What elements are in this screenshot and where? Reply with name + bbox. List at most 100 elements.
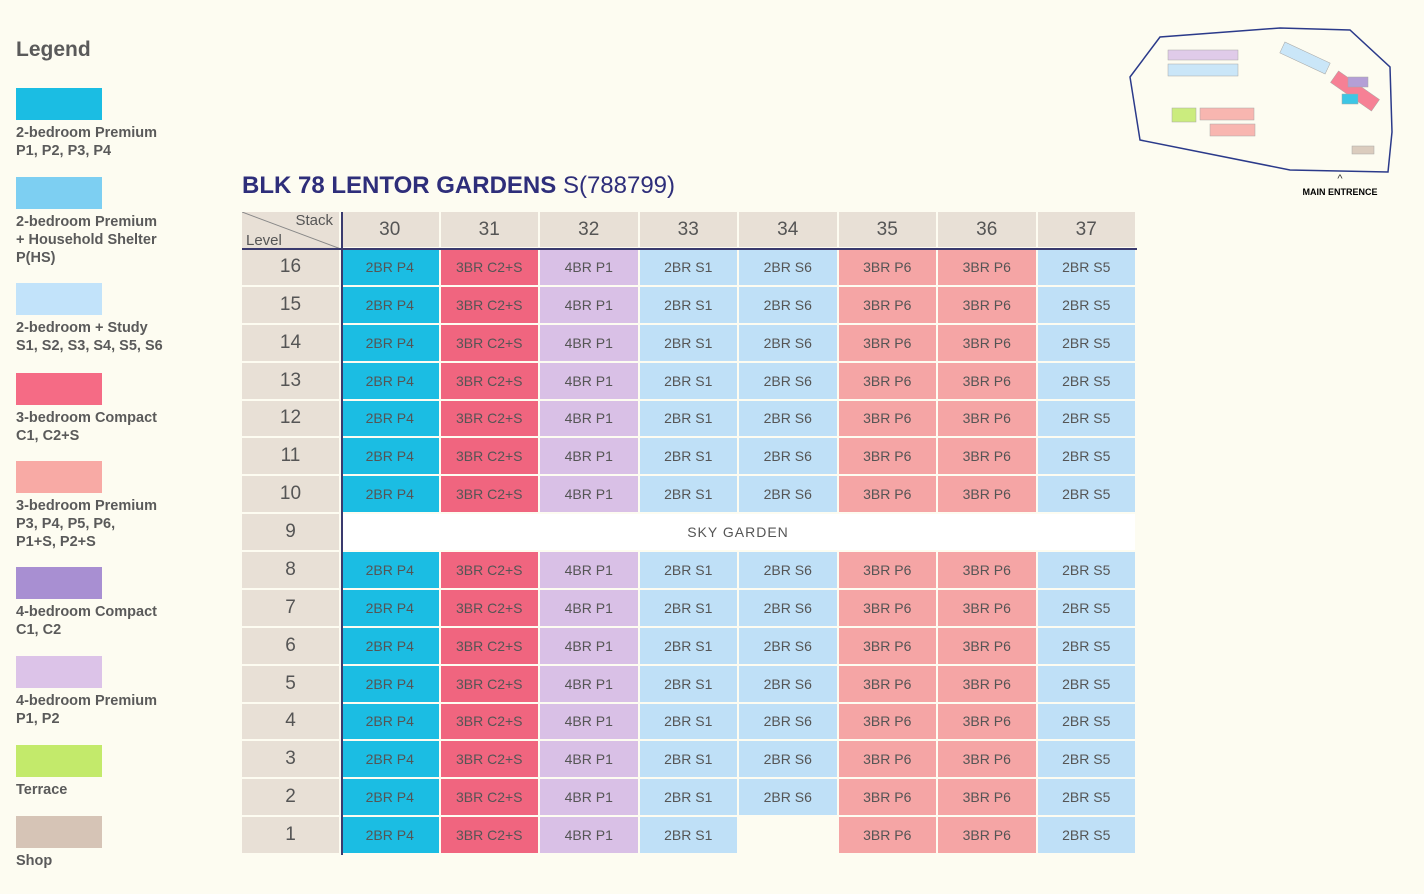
unit-cell: 3BR P6: [938, 779, 1038, 818]
unit-cell: 3BR P6: [938, 438, 1038, 477]
unit-cell: 2BR S6: [739, 627, 839, 666]
unit-cell: 3BR C2+S: [440, 324, 540, 363]
unit-cell: 3BR P6: [838, 741, 938, 780]
unit-cell: 2BR P4: [341, 286, 441, 325]
unit-cell: 2BR S1: [639, 552, 739, 590]
legend-label: 2-bedroom Premium + Household Shelter P(HS…: [16, 213, 157, 267]
unit-cell: 3BR C2+S: [440, 362, 540, 401]
unit-cell: 3BR C2+S: [440, 552, 540, 590]
stack-header: 32: [540, 212, 640, 249]
legend-title: Legend: [16, 38, 91, 61]
legend-line: 4-bedroom Compact: [16, 604, 157, 620]
legend-line: 3-bedroom Compact: [16, 410, 157, 426]
legend-swatch: [16, 373, 102, 405]
unit-cell: 2BR S5: [1037, 400, 1137, 439]
level-label: 11: [242, 438, 341, 477]
unit-cell: 4BR P1: [540, 324, 640, 363]
unit-cell: 2BR S5: [1037, 438, 1137, 477]
corner-level: Level: [246, 232, 282, 249]
level-label: 1: [242, 817, 341, 855]
legend-line: S1, S2, S3, S4, S5, S6: [16, 338, 163, 354]
unit-cell: 3BR C2+S: [440, 589, 540, 628]
unit-cell: 2BR S5: [1037, 362, 1137, 401]
legend-swatch: [16, 567, 102, 599]
legend-swatch: [16, 177, 102, 209]
legend-swatch: [16, 88, 102, 120]
stack-header: 35: [838, 212, 938, 249]
unit-cell: 4BR P1: [540, 552, 640, 590]
level-label: 9: [242, 514, 341, 552]
stack-header: 34: [739, 212, 839, 249]
unit-cell: 3BR P6: [938, 665, 1038, 704]
legend-swatch: [16, 656, 102, 688]
level-label: 8: [242, 552, 341, 590]
level-label: 15: [242, 286, 341, 325]
unit-cell: 3BR C2+S: [440, 741, 540, 780]
unit-cell: 3BR P6: [938, 817, 1038, 855]
unit-cell: 3BR P6: [838, 703, 938, 742]
unit-cell: 4BR P1: [540, 362, 640, 401]
unit-cell: 3BR C2+S: [440, 665, 540, 704]
header-divider: [242, 248, 1137, 250]
unit-cell: 2BR S1: [639, 286, 739, 325]
unit-cell: 3BR C2+S: [440, 627, 540, 666]
unit-cell: 3BR P6: [938, 552, 1038, 590]
corner-cell: Stack Level: [242, 212, 341, 249]
legend-label: 2-bedroom Premium P1, P2, P3, P4: [16, 124, 157, 160]
unit-cell: 2BR P4: [341, 703, 441, 742]
level-label: 12: [242, 400, 341, 439]
postal-code: S(788799): [562, 172, 676, 199]
legend-line: + Household Shelter: [16, 232, 157, 248]
unit-cell: 3BR P6: [938, 476, 1038, 515]
unit-cell: 2BR S6: [739, 362, 839, 401]
legend-label: 3-bedroom Premium P3, P4, P5, P6, P1+S, P2…: [16, 497, 157, 551]
level-label: 13: [242, 362, 341, 401]
legend-line: C1, C2: [16, 622, 62, 638]
unit-cell: 4BR P1: [540, 703, 640, 742]
level-label: 2: [242, 779, 341, 818]
legend-label: Shop: [16, 852, 52, 870]
unit-cell: 4BR P1: [540, 249, 640, 287]
unit-cell: 2BR P4: [341, 741, 441, 780]
unit-cell: 3BR C2+S: [440, 779, 540, 818]
legend-line: 2-bedroom Premium: [16, 125, 157, 141]
unit-cell: 3BR P6: [838, 476, 938, 515]
legend-line: 3-bedroom Premium: [16, 498, 157, 514]
level-divider: [341, 212, 343, 855]
unit-cell: 3BR C2+S: [440, 817, 540, 855]
unit-cell: 2BR S6: [739, 589, 839, 628]
unit-cell: 4BR P1: [540, 286, 640, 325]
stack-header: 33: [639, 212, 739, 249]
stack-header: 37: [1037, 212, 1137, 249]
unit-cell: 2BR P4: [341, 779, 441, 818]
legend-label: 3-bedroom Compact C1, C2+S: [16, 409, 157, 445]
unit-cell: 2BR S5: [1037, 627, 1137, 666]
level-label: 5: [242, 665, 341, 704]
unit-cell: 2BR S6: [739, 779, 839, 818]
unit-cell: 4BR P1: [540, 400, 640, 439]
legend-label: 4-bedroom Premium P1, P2: [16, 692, 157, 728]
unit-cell: 3BR P6: [838, 779, 938, 818]
unit-cell: 2BR S1: [639, 779, 739, 818]
legend-label: 4-bedroom Compact C1, C2: [16, 603, 157, 639]
legend-line: P1, P2, P3, P4: [16, 143, 112, 159]
unit-cell: 2BR P4: [341, 476, 441, 515]
unit-cell: 3BR P6: [838, 286, 938, 325]
unit-cell: 2BR S1: [639, 741, 739, 780]
unit-cell: 4BR P1: [540, 589, 640, 628]
unit-cell: 3BR P6: [838, 817, 938, 855]
unit-cell: 3BR P6: [838, 665, 938, 704]
unit-cell: 4BR P1: [540, 665, 640, 704]
unit-cell: 2BR S6: [739, 324, 839, 363]
unit-cell: 2BR S5: [1037, 741, 1137, 780]
level-label: 14: [242, 324, 341, 363]
unit-cell: 2BR S1: [639, 362, 739, 401]
legend-line: C1, C2+S: [16, 428, 80, 444]
legend-line: Shop: [16, 853, 53, 869]
unit-cell: 3BR P6: [838, 552, 938, 590]
unit-cell: 4BR P1: [540, 476, 640, 515]
unit-cell: 2BR S5: [1037, 552, 1137, 590]
stack-header: 31: [440, 212, 540, 249]
unit-cell: 4BR P1: [540, 817, 640, 855]
block-name: BLK 78 LENTOR GARDENS: [242, 172, 557, 199]
